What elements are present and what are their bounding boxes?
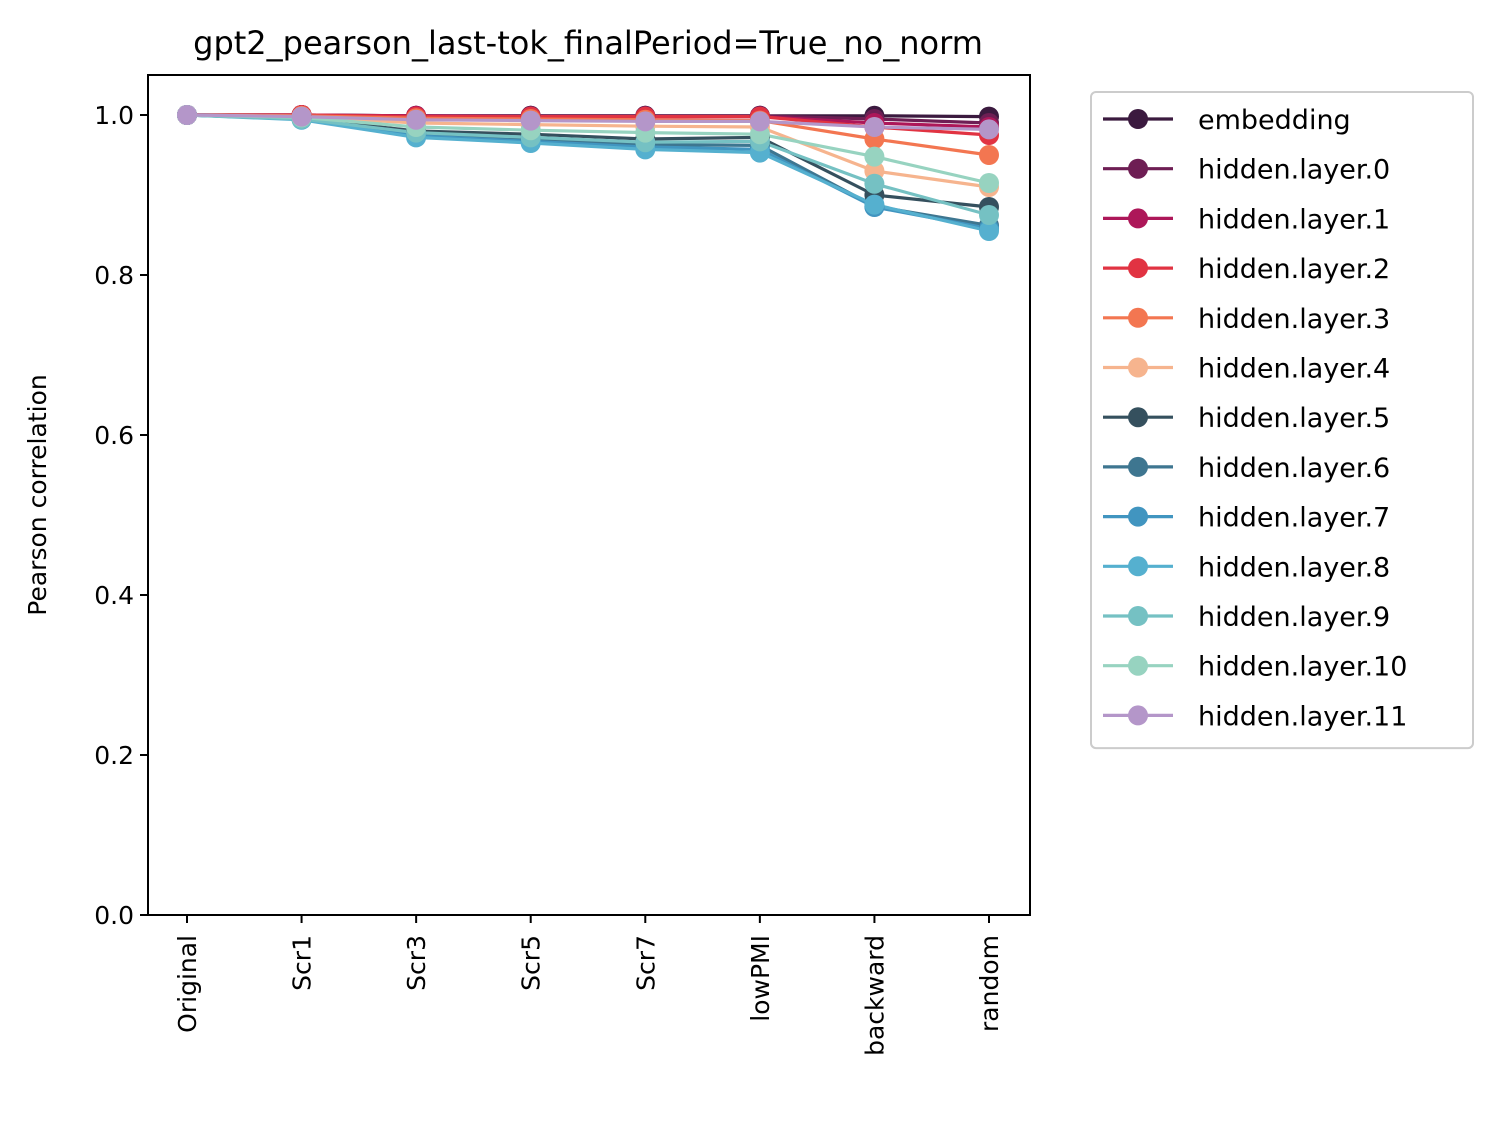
legend-marker-3 <box>1128 258 1148 279</box>
legend-marker-9 <box>1128 556 1148 577</box>
legend-label-8: hidden.layer.7 <box>1198 503 1390 534</box>
legend-label-5: hidden.layer.4 <box>1198 354 1390 385</box>
legend-label-2: hidden.layer.1 <box>1198 204 1390 235</box>
y-tick-label: 0.6 <box>94 421 134 450</box>
legend-label-10: hidden.layer.9 <box>1198 602 1390 633</box>
x-tick-label: random <box>975 935 1004 1032</box>
legend-label-9: hidden.layer.8 <box>1198 552 1390 583</box>
data-point-12-6 <box>864 117 885 137</box>
legend-marker-1 <box>1128 158 1148 179</box>
legend-label-6: hidden.layer.5 <box>1198 403 1390 434</box>
plot-frame <box>147 74 1031 916</box>
legend-label-0: embedding <box>1198 105 1351 136</box>
data-point-9-6 <box>864 194 885 215</box>
legend: embedding hidden.layer.0 hidden.layer.1 hid… <box>1090 91 1474 750</box>
x-tick-label: backward <box>860 935 889 1056</box>
legend-marker-4 <box>1128 307 1148 328</box>
data-point-12-4 <box>635 111 656 132</box>
legend-marker-11 <box>1128 655 1148 676</box>
series-line-10 <box>186 113 990 217</box>
x-tick-label: Scr1 <box>288 935 317 991</box>
legend-marker-6 <box>1128 407 1148 428</box>
data-point-12-5 <box>749 111 770 132</box>
data-point-12-2 <box>406 109 427 130</box>
legend-label-1: hidden.layer.0 <box>1198 155 1390 186</box>
y-tick-label: 0.8 <box>94 261 134 290</box>
x-tick-label: lowPMI <box>746 935 775 1022</box>
legend-label-4: hidden.layer.3 <box>1198 304 1390 335</box>
data-point-12-7 <box>979 119 999 140</box>
chart-title: gpt2_pearson_last-tok_finalPeriod=True_n… <box>193 24 983 62</box>
series-line-11 <box>186 113 990 185</box>
y-tick-label: 0.0 <box>94 901 134 930</box>
legend-box <box>1090 91 1474 750</box>
x-tick-label: Scr7 <box>631 935 660 991</box>
x-tick-label: Original <box>173 935 202 1033</box>
legend-label-3: hidden.layer.2 <box>1198 254 1390 285</box>
y-tick-label: 0.4 <box>94 581 134 610</box>
series-line-12 <box>186 113 990 131</box>
legend-marker-7 <box>1128 456 1148 477</box>
data-point-11-6 <box>864 146 885 167</box>
plot-area: 0.0 0.2 0.4 0.6 0.8 1.0 Original Scr1 Scr3 Scr5 Sc… <box>94 74 1031 1056</box>
legend-marker-12 <box>1128 705 1148 726</box>
data-point-10-7 <box>979 205 999 225</box>
data-point-12-0 <box>177 105 197 125</box>
legend-marker-10 <box>1128 606 1148 626</box>
x-tick-label: Scr3 <box>402 935 431 991</box>
y-tick-label: 1.0 <box>94 101 134 130</box>
legend-marker-8 <box>1128 506 1148 527</box>
legend-label-7: hidden.layer.6 <box>1198 453 1390 484</box>
legend-marker-0 <box>1128 109 1148 129</box>
legend-marker-2 <box>1128 208 1148 229</box>
data-point-11-7 <box>979 173 999 193</box>
data-point-10-6 <box>864 173 885 194</box>
legend-label-11: hidden.layer.10 <box>1198 652 1407 683</box>
data-point-12-1 <box>291 106 312 127</box>
legend-label-12: hidden.layer.11 <box>1198 701 1407 732</box>
legend-marker-5 <box>1128 357 1148 378</box>
data-point-4-7 <box>979 145 999 165</box>
y-tick-label: 0.2 <box>94 741 134 770</box>
data-point-12-3 <box>520 110 541 131</box>
data-point-9-7 <box>979 221 999 241</box>
x-tick-label: Scr5 <box>517 935 546 991</box>
y-axis-label: Pearson correlation <box>23 374 52 615</box>
